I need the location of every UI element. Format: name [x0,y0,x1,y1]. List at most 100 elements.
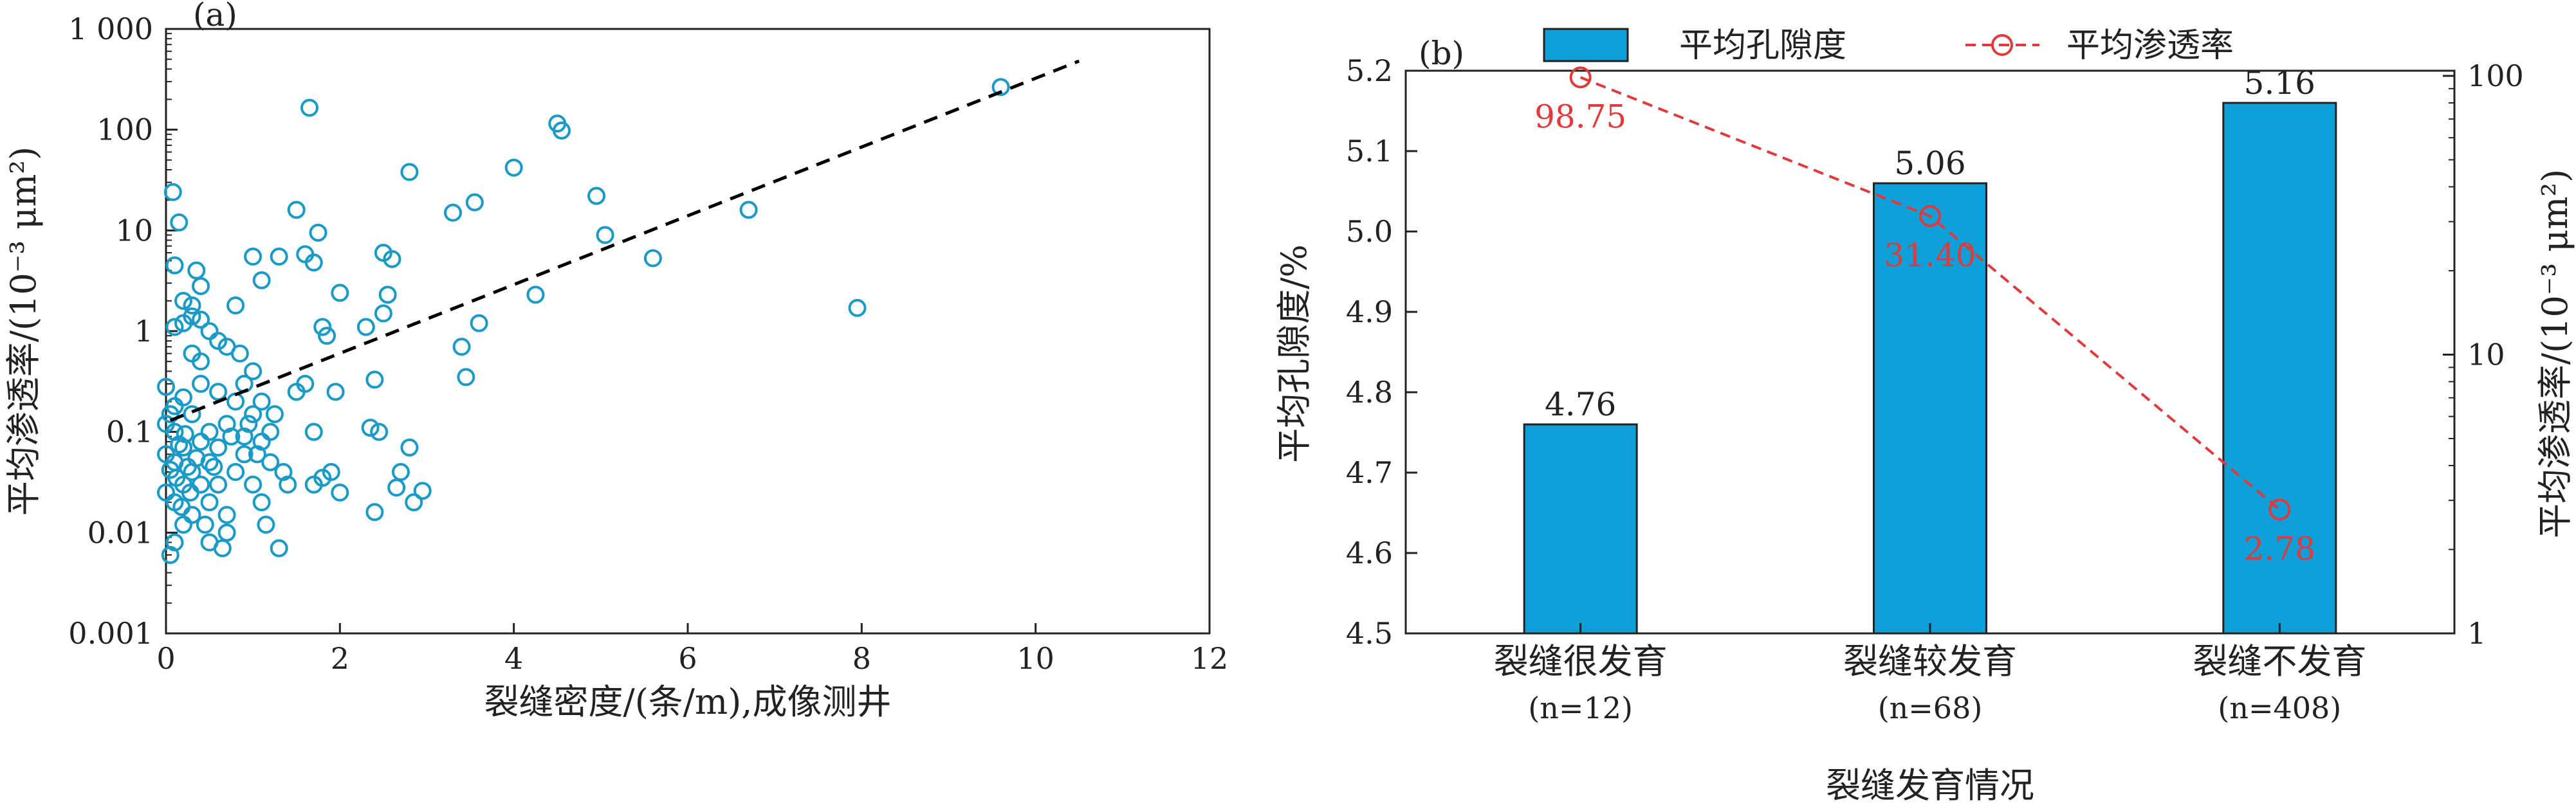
scatter-point [192,475,210,494]
porosity-bar [1523,423,1638,635]
scatter-point [192,432,210,451]
scatter-point [257,515,275,534]
scatter-point [174,291,193,310]
scatter-point [222,427,241,446]
x-tick-label: 8 [852,641,871,676]
legend-label-porosity: 平均孔隙度 [1679,26,1846,65]
y-tick-label: 0.001 [68,616,153,651]
scatter-point [587,186,606,205]
scatter-point [157,445,175,464]
porosity-bar [1873,182,1987,635]
permeability-value-label: 31.40 [1884,237,1976,274]
permeability-point [1919,205,1941,228]
scatter-point [643,249,662,267]
scatter-point [400,163,419,181]
scatter-point [200,422,219,441]
scatter-point [183,405,201,424]
panel-a-label: (a) [193,0,237,33]
scatter-point [313,318,332,336]
scatter-point [378,286,397,304]
scatter-point [848,298,867,317]
scatter-point [200,493,219,512]
bar-panel-b: 4.5 4.6 4.7 4.8 4.9 5.0 5.1 5.2 1 10 100 4.76 5.06… [1274,26,2575,806]
scatter-point [252,392,271,411]
x-tick-label: 0 [156,641,175,676]
category-count-label: (n=68) [1878,691,1983,725]
scatter-point [217,505,236,524]
bar-left-y-axis-title: 平均孔隙度/% [1274,244,1314,463]
right-y-tick-label: 10 [2467,338,2505,372]
scatter-point [183,296,201,315]
left-y-tick-label: 4.8 [1346,375,1393,410]
legend-swatch-porosity [1543,28,1629,62]
scatter-point [331,284,349,302]
scatter-point [235,445,253,464]
scatter-point [991,78,1010,96]
scatter-point [172,498,191,516]
scatter-point [157,483,175,502]
scatter-point [157,377,175,396]
x-tick-label: 4 [504,641,523,676]
scatter-point [183,307,201,326]
porosity-bar [2222,102,2337,635]
scatter-point [176,425,194,444]
scatter-point [217,338,236,356]
left-y-tick-label: 4.5 [1346,616,1393,651]
scatter-point [192,311,210,329]
y-tick-label: 100 [97,113,153,147]
scatter-point [235,374,253,393]
scatter-point [196,515,214,534]
x-tick-label: 10 [1017,641,1054,676]
porosity-value-label: 4.76 [1545,386,1616,423]
bar-right-y-axis-title: 平均渗透率/(10⁻³ μm²) [2535,169,2575,538]
scatter-point [239,415,258,433]
scatter-point [244,248,262,266]
permeability-value-label: 2.78 [2244,530,2315,568]
scatter-point [365,503,384,521]
line-series-permeability: 98.75 31.40 2.78 [1534,66,2315,568]
scatter-point [444,203,463,222]
scatter-points [157,78,1010,565]
scatter-point [739,201,758,219]
scatter-y-ticks: 0.001 0.01 0.1 1 10 100 1 000 [68,12,178,651]
legend-label-permeability: 平均渗透率 [2066,26,2234,65]
scatter-point [452,338,471,356]
scatter-point [252,271,271,289]
scatter-point [157,415,175,433]
scatter-point [200,322,219,340]
scatter-point [596,226,614,244]
scatter-point [265,405,284,424]
scatter-point [192,374,210,393]
porosity-value-label: 5.16 [2244,64,2315,102]
y-tick-label: 10 [115,213,153,248]
scatter-point [170,213,189,231]
scatter-point [248,445,266,464]
scatter-panel-a: 0 2 4 6 8 10 12 0.001 0.01 0.1 1 10 100 1 000 (a) 裂缝… [3,0,1228,722]
left-y-tick-label: 4.6 [1346,536,1393,570]
scatter-point [465,193,484,212]
scatter-point [270,539,288,558]
scatter-point [553,122,571,140]
bar-series-porosity: 4.76 5.06 5.16 [1523,64,2337,635]
permeability-line [1579,76,2281,511]
scatter-point [413,482,432,500]
y-tick-label: 0.01 [87,515,153,550]
scatter-point [326,383,345,401]
scatter-x-ticks: 0 2 4 6 8 10 12 [156,623,1228,676]
scatter-y-axis-title: 平均渗透率/(10⁻³ μm²) [3,147,44,516]
y-tick-label: 0.1 [106,415,153,449]
scatter-point [244,475,262,494]
scatter-point [356,318,375,336]
scatter-point [300,98,319,117]
scatter-trend-line [169,59,1080,422]
scatter-point [165,533,184,552]
scatter-point [457,368,475,386]
scatter-point [213,539,232,558]
right-y-tick-label: 1 [2467,616,2486,651]
scatter-point [287,201,306,219]
scatter-point [165,256,184,275]
panel-b-label: (b) [1419,35,1464,72]
left-y-tick-label: 4.9 [1346,295,1393,329]
scatter-point [217,523,236,542]
